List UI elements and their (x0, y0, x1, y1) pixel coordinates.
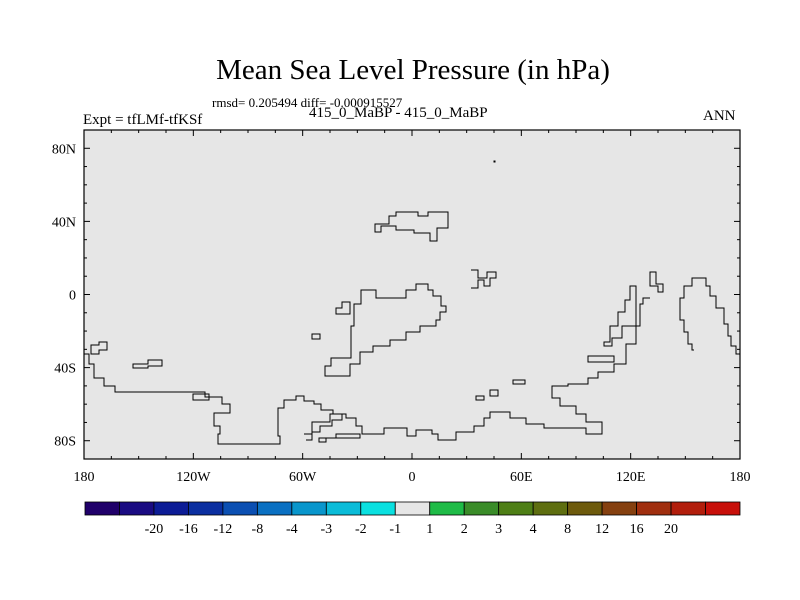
colorbar-swatch (567, 501, 603, 516)
y-tick-label: 0 (69, 289, 76, 304)
contour-line (649, 271, 664, 293)
season-label: ANN (703, 108, 736, 124)
y-tick-label: 80N (52, 142, 76, 157)
contour-line (512, 379, 526, 385)
y-tick-label: 80S (54, 435, 76, 450)
x-tick-label: 120E (616, 470, 646, 485)
colorbar: -20 -16 -12 -8 -4 -3 -2 -1 1 2 3 4 8 12 16 20 (84, 501, 741, 537)
contour-line (471, 269, 497, 289)
colorbar-swatch (429, 501, 465, 516)
plot-area (84, 130, 740, 459)
colorbar-swatch (119, 501, 155, 516)
contour-lines (84, 160, 740, 445)
colorbar-swatch (601, 501, 637, 516)
contour-line (587, 355, 615, 363)
contour-line (324, 283, 447, 377)
colorbar-swatch (394, 501, 431, 516)
contour-line (603, 285, 637, 347)
y-tick-label: 40S (54, 362, 76, 377)
colorbar-label: 4 (530, 522, 537, 537)
colorbar-label: -1 (389, 522, 401, 537)
colorbar-label: -4 (286, 522, 298, 537)
colorbar-label: 20 (664, 522, 678, 537)
y-axis: 80N 40N 0 40S 80S (52, 142, 740, 450)
x-tick-label: 0 (409, 470, 416, 485)
contour-line (318, 433, 361, 443)
contour-line (311, 333, 321, 340)
chart-title: Mean Sea Level Pressure (in hPa) (216, 54, 610, 86)
colorbar-label: 16 (630, 522, 644, 537)
colorbar-swatch (153, 501, 189, 516)
contour-line (132, 359, 163, 369)
contour-line (84, 297, 650, 445)
colorbar-swatch (222, 501, 258, 516)
contour-line (374, 211, 449, 242)
contour-line (475, 395, 485, 401)
colorbar-swatch (532, 501, 569, 516)
x-tick-label: 180 (74, 470, 95, 485)
contour-line (679, 277, 740, 355)
contour-line (304, 413, 343, 441)
colorbar-swatch (636, 501, 672, 516)
x-axis: 180 120W 60W 0 60E 120E 180 (74, 130, 751, 485)
x-tick-label: 120W (176, 470, 211, 485)
colorbar-swatch (463, 501, 500, 516)
y-tick-label: 40N (52, 215, 76, 230)
colorbar-swatch (498, 501, 534, 516)
contour-line (335, 301, 351, 315)
colorbar-swatch (188, 501, 224, 516)
colorbar-swatch (84, 501, 120, 516)
x-tick-label: 60E (510, 470, 533, 485)
colorbar-label: 3 (495, 522, 502, 537)
colorbar-label: -8 (252, 522, 264, 537)
colorbar-swatch (256, 501, 293, 516)
contour-line (493, 160, 496, 163)
colorbar-label: -2 (355, 522, 367, 537)
experiment-label: Expt = tfLMf-tfKSf (83, 112, 203, 128)
contour-line (192, 393, 210, 401)
x-tick-label: 180 (730, 470, 751, 485)
colorbar-label: 1 (426, 522, 433, 537)
colorbar-swatch (705, 501, 741, 516)
stats-line: rmsd= 0.205494 diff= -0.000915527 (212, 95, 403, 110)
colorbar-swatch (670, 501, 706, 516)
colorbar-label: 12 (595, 522, 609, 537)
colorbar-swatch (291, 501, 327, 516)
contour-line (90, 341, 108, 355)
colorbar-label: -16 (179, 522, 198, 537)
colorbar-label: 2 (461, 522, 468, 537)
colorbar-label: -12 (214, 522, 233, 537)
colorbar-label: 8 (564, 522, 571, 537)
contour-line (489, 389, 499, 397)
colorbar-label: -3 (320, 522, 332, 537)
colorbar-swatch (325, 501, 362, 516)
colorbar-label: -20 (145, 522, 164, 537)
chart-subtitle: 415_0_MaBP - 415_0_MaBP (309, 105, 488, 121)
colorbar-swatch (360, 501, 396, 516)
x-tick-label: 60W (289, 470, 317, 485)
